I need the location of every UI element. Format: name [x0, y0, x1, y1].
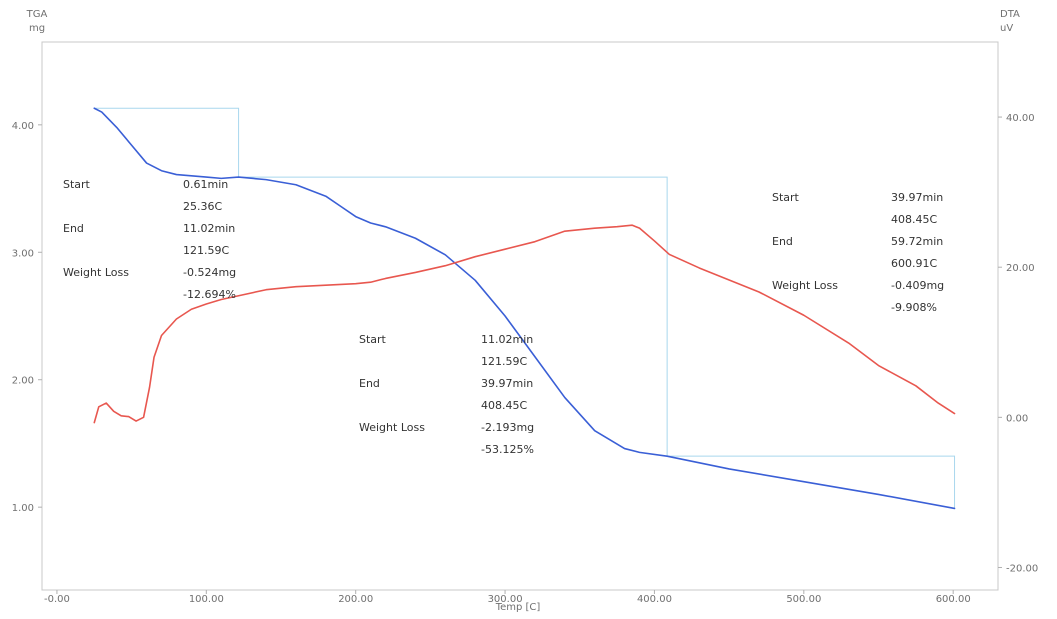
x-tick-label: 300.00 — [488, 594, 523, 605]
annotation-3-loss-mg: -0.409mg — [891, 279, 945, 292]
right-tick-label: -20.00 — [1006, 563, 1038, 574]
plot-frame — [41, 41, 999, 591]
annotation-2-start-time: 11.02min — [481, 333, 534, 346]
annotation-3-end-label: End — [772, 235, 793, 248]
x-tick-label: 500.00 — [786, 594, 821, 605]
x-tick-label: 400.00 — [637, 594, 672, 605]
annotation-2-start-label: Start — [359, 333, 386, 346]
weight-loss-step-line — [94, 107, 956, 509]
annotation-2-loss-mg: -2.193mg — [481, 421, 535, 434]
annotation-1-loss-label: Weight Loss — [63, 266, 129, 279]
annotation-1-loss-pct: -12.694% — [183, 288, 236, 301]
annotation-1-end-label: End — [63, 222, 84, 235]
x-axis-title: Temp [C] — [495, 602, 541, 613]
x-tick-label: 600.00 — [936, 594, 971, 605]
annotation-3-end-temp: 600.91C — [891, 257, 938, 270]
right-axis-title: DTA uV — [1000, 8, 1040, 36]
annotation-2-end-label: End — [359, 377, 380, 390]
annotation-3-start-label: Start — [772, 191, 799, 204]
annotation-1-start-temp: 25.36C — [183, 200, 223, 213]
annotation-2-loss-label: Weight Loss — [359, 421, 425, 434]
left-tick-label: 3.00 — [12, 248, 34, 259]
left-axis-name: TGA — [26, 9, 48, 20]
annotation-block-2: Start End Weight Loss 11.02min 121.59C 3… — [359, 329, 534, 461]
annotation-3-loss-label: Weight Loss — [772, 279, 838, 292]
left-tick-label: 1.00 — [12, 503, 34, 514]
annotation-1-loss-mg: -0.524mg — [183, 266, 237, 279]
left-axis-title: TGA mg — [22, 8, 52, 36]
x-tick-label: 200.00 — [338, 594, 373, 605]
annotation-3-start-time: 39.97min — [891, 191, 944, 204]
annotation-2-end-temp: 408.45C — [481, 399, 528, 412]
annotation-3-loss-pct: -9.908% — [891, 301, 937, 314]
left-axis-unit: mg — [28, 23, 46, 34]
right-tick-label: 20.00 — [1006, 263, 1035, 274]
left-tick-label: 2.00 — [12, 376, 34, 387]
annotation-3-start-temp: 408.45C — [891, 213, 938, 226]
right-axis-unit: uV — [1000, 23, 1014, 34]
left-tick-label: 4.00 — [12, 121, 34, 132]
annotation-2-start-temp: 121.59C — [481, 355, 528, 368]
x-tick-label: -0.00 — [44, 594, 70, 605]
annotation-1-end-time: 11.02min — [183, 222, 236, 235]
annotation-1-start-label: Start — [63, 178, 90, 191]
annotation-block-1: Start End Weight Loss 0.61min 25.36C 11.… — [63, 174, 236, 306]
annotation-2-loss-pct: -53.125% — [481, 443, 534, 456]
x-tick-label: 100.00 — [189, 594, 224, 605]
right-axis-name: DTA — [1000, 9, 1020, 20]
right-tick-label: 40.00 — [1006, 113, 1035, 124]
annotation-3-end-time: 59.72min — [891, 235, 944, 248]
annotation-1-end-temp: 121.59C — [183, 244, 230, 257]
right-tick-label: 0.00 — [1006, 413, 1028, 424]
annotation-1-start-time: 0.61min — [183, 178, 229, 191]
annotation-block-3: Start End Weight Loss 39.97min 408.45C 5… — [772, 187, 944, 319]
tga-curve — [93, 107, 956, 510]
dta-curve — [93, 224, 956, 424]
annotation-2-end-time: 39.97min — [481, 377, 534, 390]
